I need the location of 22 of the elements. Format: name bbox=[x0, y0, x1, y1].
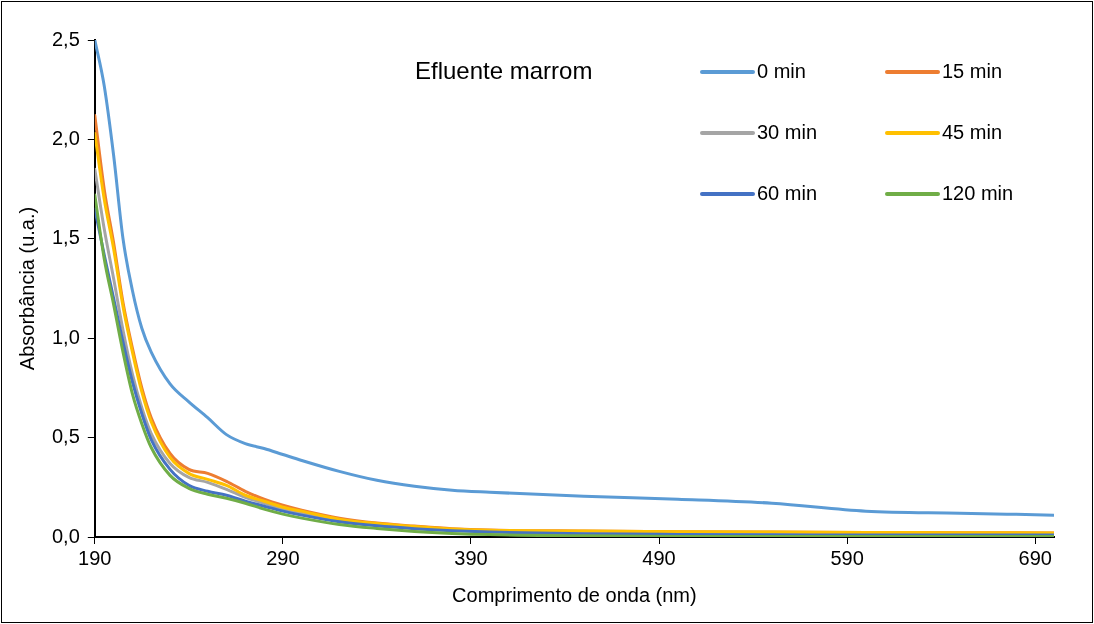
x-tick-label: 490 bbox=[642, 546, 676, 569]
y-tick-label: 0,0 bbox=[51, 524, 80, 547]
y-tick-label: 0,5 bbox=[51, 425, 80, 448]
y-tick-label: 1,5 bbox=[51, 226, 80, 249]
y-tick-label: 2,5 bbox=[51, 27, 80, 50]
legend-label: 60 min bbox=[757, 182, 818, 205]
x-tick-label: 390 bbox=[454, 546, 488, 569]
legend-label: 45 min bbox=[942, 121, 1003, 144]
x-tick-label: 290 bbox=[266, 546, 300, 569]
legend-label: 30 min bbox=[757, 121, 818, 144]
legend-label: 120 min bbox=[942, 182, 1014, 205]
text: Efluente marrom bbox=[415, 57, 593, 85]
y-axis-title: Absorbância (u.a.) bbox=[15, 206, 38, 371]
x-tick-label: 590 bbox=[830, 546, 864, 569]
x-axis-title: Comprimento de onda (nm) bbox=[452, 583, 697, 606]
x-tick-label: 690 bbox=[1018, 546, 1052, 569]
legend-label: 15 min bbox=[942, 60, 1003, 83]
y-tick-label: 2,0 bbox=[51, 126, 80, 149]
line-series bbox=[94, 40, 1054, 517]
y-tick-label: 1,0 bbox=[51, 325, 80, 348]
x-tick-label: 190 bbox=[78, 546, 112, 569]
legend-label: 0 min bbox=[757, 60, 806, 83]
